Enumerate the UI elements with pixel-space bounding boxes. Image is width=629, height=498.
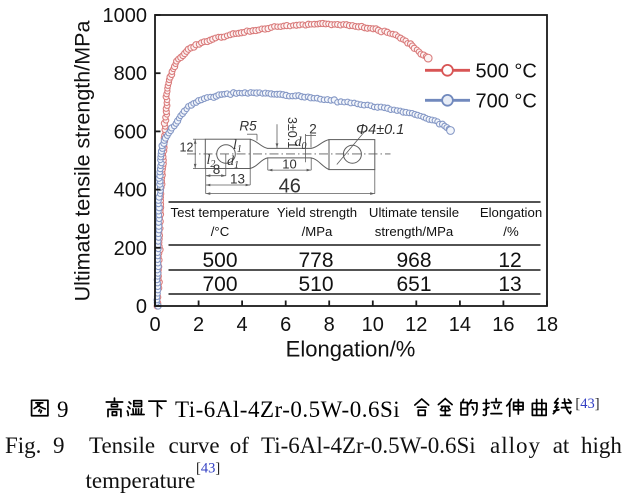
svg-text:500: 500: [202, 249, 237, 272]
svg-text:[43]: [43]: [196, 461, 220, 477]
svg-text:8: 8: [324, 314, 335, 336]
svg-text:0: 0: [149, 314, 160, 336]
svg-text:6: 6: [280, 314, 291, 336]
svg-text:of: of: [230, 433, 250, 458]
svg-text:10: 10: [362, 314, 384, 336]
svg-text:700: 700: [202, 273, 237, 296]
svg-text:Ultimate tensile: Ultimate tensile: [369, 205, 459, 220]
svg-text:10: 10: [282, 156, 296, 171]
svg-text:at: at: [553, 433, 570, 458]
svg-text:R5: R5: [239, 119, 257, 134]
svg-text:14: 14: [449, 314, 471, 336]
svg-text:/MPa: /MPa: [302, 224, 333, 239]
svg-text:18: 18: [536, 314, 558, 336]
svg-text:l2: l2: [207, 153, 216, 170]
svg-text:Fig.: Fig.: [5, 433, 41, 458]
svg-text:12: 12: [405, 314, 427, 336]
svg-text:4: 4: [237, 314, 248, 336]
svg-text:Ultimate tensile strength/MPa: Ultimate tensile strength/MPa: [71, 21, 95, 302]
svg-text:/%: /%: [503, 224, 519, 239]
svg-text:Ti-6Al-4Zr-0.5W-0.6Si: Ti-6Al-4Zr-0.5W-0.6Si: [175, 397, 400, 422]
svg-text:temperature: temperature: [86, 468, 196, 493]
svg-text:1000: 1000: [103, 5, 148, 27]
svg-text:Yield strength: Yield strength: [277, 205, 357, 220]
svg-text:16: 16: [492, 314, 514, 336]
svg-text:2: 2: [193, 314, 204, 336]
svg-text:800: 800: [114, 63, 147, 85]
svg-text:46: 46: [279, 176, 301, 198]
svg-text:curve: curve: [169, 433, 220, 458]
svg-text:[43]: [43]: [575, 396, 599, 412]
svg-text:Elongation: Elongation: [480, 205, 542, 220]
svg-text:Elongation/%: Elongation/%: [286, 337, 416, 362]
svg-text:l1: l1: [233, 138, 242, 155]
svg-text:13: 13: [230, 172, 245, 187]
svg-text:9: 9: [53, 433, 65, 458]
svg-text:510: 510: [298, 273, 333, 296]
svg-text:700 °C: 700 °C: [476, 91, 537, 113]
svg-text:3±0.1: 3±0.1: [285, 117, 299, 148]
svg-text:600: 600: [114, 121, 147, 143]
svg-text:9: 9: [57, 397, 69, 422]
svg-text:Φ4±0.1: Φ4±0.1: [356, 122, 404, 138]
svg-text:200: 200: [114, 238, 147, 260]
svg-text:2: 2: [309, 122, 317, 137]
svg-text:Tensile: Tensile: [89, 433, 155, 458]
svg-text:Test temperature: Test temperature: [171, 205, 270, 220]
svg-text:alloy: alloy: [490, 433, 541, 458]
svg-text:strength/MPa: strength/MPa: [375, 224, 454, 239]
svg-text:778: 778: [298, 249, 333, 272]
svg-text:968: 968: [396, 249, 431, 272]
svg-text:12: 12: [180, 141, 194, 155]
svg-text:Ti-6Al-4Zr-0.5W-0.6Si: Ti-6Al-4Zr-0.5W-0.6Si: [261, 433, 476, 458]
svg-text:0: 0: [136, 296, 147, 318]
svg-text:400: 400: [114, 180, 147, 202]
svg-text:12: 12: [498, 249, 521, 272]
svg-text:high: high: [581, 433, 622, 458]
svg-text:8: 8: [213, 162, 221, 177]
svg-text:/°C: /°C: [211, 224, 230, 239]
svg-text:500 °C: 500 °C: [476, 61, 537, 83]
svg-text:13: 13: [498, 273, 521, 296]
svg-text:651: 651: [396, 273, 431, 296]
